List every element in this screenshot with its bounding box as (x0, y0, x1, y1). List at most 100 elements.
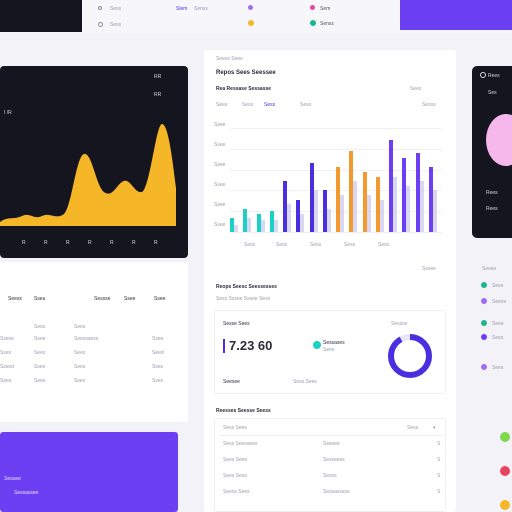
bar[interactable] (376, 177, 380, 232)
avatar[interactable] (500, 466, 510, 476)
left-table-card: Seess Sseu Sessse Ssee Ssee Sess Sees Ss… (0, 262, 188, 422)
avatar[interactable] (500, 500, 510, 510)
donut-chart (388, 334, 432, 378)
status-dot (481, 298, 487, 304)
bar[interactable] (416, 153, 420, 232)
bar[interactable] (380, 200, 384, 232)
right-dark-card: Rees Ses Rees Rees (472, 66, 512, 238)
top-item[interactable]: Sem (320, 6, 331, 12)
table-row[interactable]: Seess Sees Sessassess S (215, 489, 447, 501)
stat-value: 7.23 60 (229, 338, 273, 353)
bar[interactable] (283, 181, 287, 232)
main-dashboard-card: Seess Sees Repos Sees Seessee Rea Ressas… (204, 50, 456, 512)
bar[interactable] (340, 195, 344, 232)
bar[interactable] (327, 209, 331, 232)
bar[interactable] (247, 218, 251, 232)
right-list: Sesee Sees Seees Seee Sees Sees (472, 256, 512, 512)
bar[interactable] (420, 181, 424, 232)
filter-button[interactable]: Sesss (422, 102, 436, 108)
bar[interactable] (310, 163, 314, 232)
promo-banner[interactable]: Sesuee Sessassee (0, 432, 178, 512)
top-item[interactable]: Sess (110, 22, 122, 28)
cell: Seess Sees (223, 489, 250, 495)
bar[interactable] (270, 211, 274, 232)
cell: Ssesee (323, 441, 340, 447)
cell: Ssee (34, 336, 46, 342)
pink-blob (486, 114, 512, 166)
table-header[interactable]: Sess Sees (223, 425, 247, 431)
x-tick: Sess (244, 242, 256, 248)
chevron-down-icon[interactable]: ▾ (433, 425, 436, 431)
top-item[interactable]: Senss (194, 6, 208, 12)
cell: Sessassess (323, 489, 350, 495)
stat-card: Sesse Sees 7.23 60 Sessases Sees Sessse … (214, 310, 446, 394)
bar[interactable] (349, 151, 353, 232)
bar[interactable] (314, 190, 318, 232)
cell: Sees (74, 324, 86, 330)
bar[interactable] (336, 167, 340, 232)
table-header[interactable]: Sessse (94, 296, 111, 302)
table-header[interactable]: Sess (407, 425, 419, 431)
list-item[interactable]: Sees (492, 335, 504, 341)
bar[interactable] (287, 204, 291, 232)
list-item[interactable]: Sees (492, 283, 504, 289)
donut-value-arc (388, 334, 432, 378)
bar[interactable] (429, 167, 433, 232)
bar[interactable] (323, 190, 327, 232)
cell: Seed (152, 350, 164, 356)
top-link[interactable]: Slem (176, 6, 188, 12)
bar[interactable] (353, 181, 357, 232)
bar[interactable] (274, 220, 278, 232)
bar[interactable] (402, 158, 406, 232)
left-area-chart-card: RR RR I /R R R R R R R R (0, 66, 188, 258)
bar[interactable] (406, 186, 410, 232)
bar[interactable] (243, 209, 247, 232)
top-item[interactable]: Sess (110, 6, 122, 12)
table-header[interactable]: Ssee (124, 296, 136, 302)
table-row[interactable]: Sess Seessees Ssesee S (215, 441, 447, 453)
filter-tab[interactable]: Sess (242, 102, 254, 108)
bar[interactable] (433, 190, 437, 232)
bar[interactable] (234, 225, 238, 232)
list-item[interactable]: Seee (492, 321, 504, 327)
filter-tab[interactable]: Sess (300, 102, 312, 108)
y-tick: Ssee (214, 142, 226, 148)
x-tick: R (132, 240, 136, 246)
bar[interactable] (389, 140, 393, 232)
table-header[interactable]: Seess (8, 296, 22, 302)
chart-title: I /R (4, 110, 12, 116)
list-item[interactable]: Seees (492, 299, 507, 305)
chart-corner-label: RR (154, 92, 162, 98)
cell: S (437, 457, 441, 463)
top-item[interactable]: Senss (320, 21, 334, 27)
section-subtitle: Sess Sssee Sssee Sess (216, 296, 271, 302)
table-row[interactable]: Sees Sess Sesss S (215, 473, 447, 485)
avatar[interactable] (500, 432, 510, 442)
bar[interactable] (300, 214, 304, 232)
circle-icon (98, 6, 102, 10)
teal-label: Sessases (323, 340, 345, 346)
bar[interactable] (230, 218, 234, 232)
table-row[interactable]: Sees Sees Sesseess S (215, 457, 447, 469)
x-tick: Sess (344, 242, 356, 248)
table-header[interactable]: Sseu (34, 296, 46, 302)
cell: Sees (74, 350, 86, 356)
circle-icon (98, 22, 103, 27)
bar[interactable] (363, 172, 367, 232)
filter-tab[interactable]: Sees (216, 102, 228, 108)
filter-tab-active[interactable]: Sess (264, 102, 276, 108)
list-item[interactable]: Sees (492, 365, 504, 371)
x-tick: Sess (378, 242, 390, 248)
bar[interactable] (257, 214, 261, 232)
filter-button[interactable]: Sees (410, 86, 422, 92)
bar[interactable] (367, 195, 371, 232)
table-header[interactable]: Ssee (154, 296, 166, 302)
page-title: Repos Sees Seessee (216, 70, 276, 76)
bar[interactable] (393, 177, 397, 232)
bar[interactable] (296, 200, 300, 232)
cell: Ssese (0, 336, 14, 342)
area-chart (0, 124, 176, 226)
search-icon[interactable] (480, 72, 486, 78)
breadcrumb[interactable]: Seess Sees (216, 56, 243, 62)
bar[interactable] (261, 220, 265, 232)
